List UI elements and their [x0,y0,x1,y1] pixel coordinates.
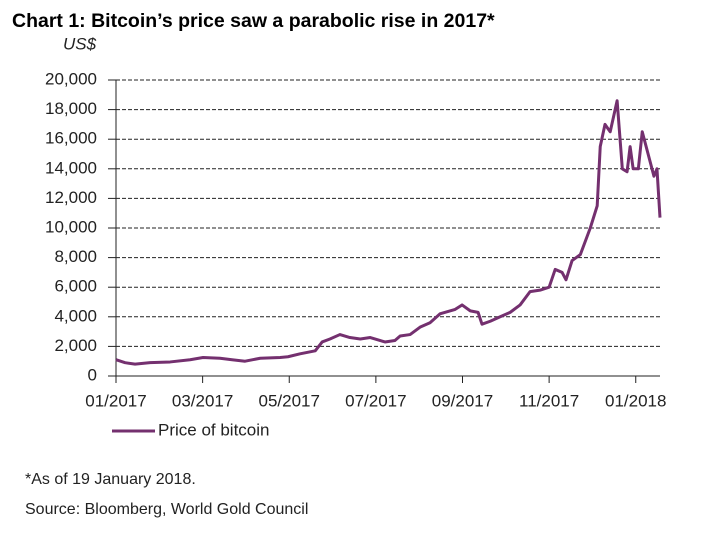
y-tick-label: 8,000 [54,247,97,266]
source: Source: Bloomberg, World Gold Council [25,501,308,518]
chart-title: Chart 1: Bitcoin’s price saw a parabolic… [12,10,495,32]
y-tick-label: 0 [88,365,97,384]
y-tick-label: 2,000 [54,336,97,355]
x-tick-label: 01/2017 [85,391,146,410]
y-tick-label: 12,000 [45,188,97,207]
y-tick-label: 6,000 [54,277,97,296]
y-tick-label: 14,000 [45,158,97,177]
footnote: *As of 19 January 2018. [25,471,196,488]
y-tick-label: 16,000 [45,129,97,148]
y-tick-label: 20,000 [45,69,97,88]
x-tick-label: 01/2018 [605,391,666,410]
y-tick-label: 10,000 [45,217,97,236]
price-line [115,99,662,366]
y-tick-label: 4,000 [54,306,97,325]
x-tick-label: 03/2017 [172,391,233,410]
y-axis-label: US$ [63,34,97,53]
y-tick-label: 18,000 [45,99,97,118]
x-tick-label: 09/2017 [432,391,493,410]
legend-label: Price of bitcoin [158,420,270,439]
x-tick-label: 05/2017 [259,391,320,410]
x-tick-label: 07/2017 [345,391,406,410]
x-tick-label: 11/2017 [519,391,579,410]
